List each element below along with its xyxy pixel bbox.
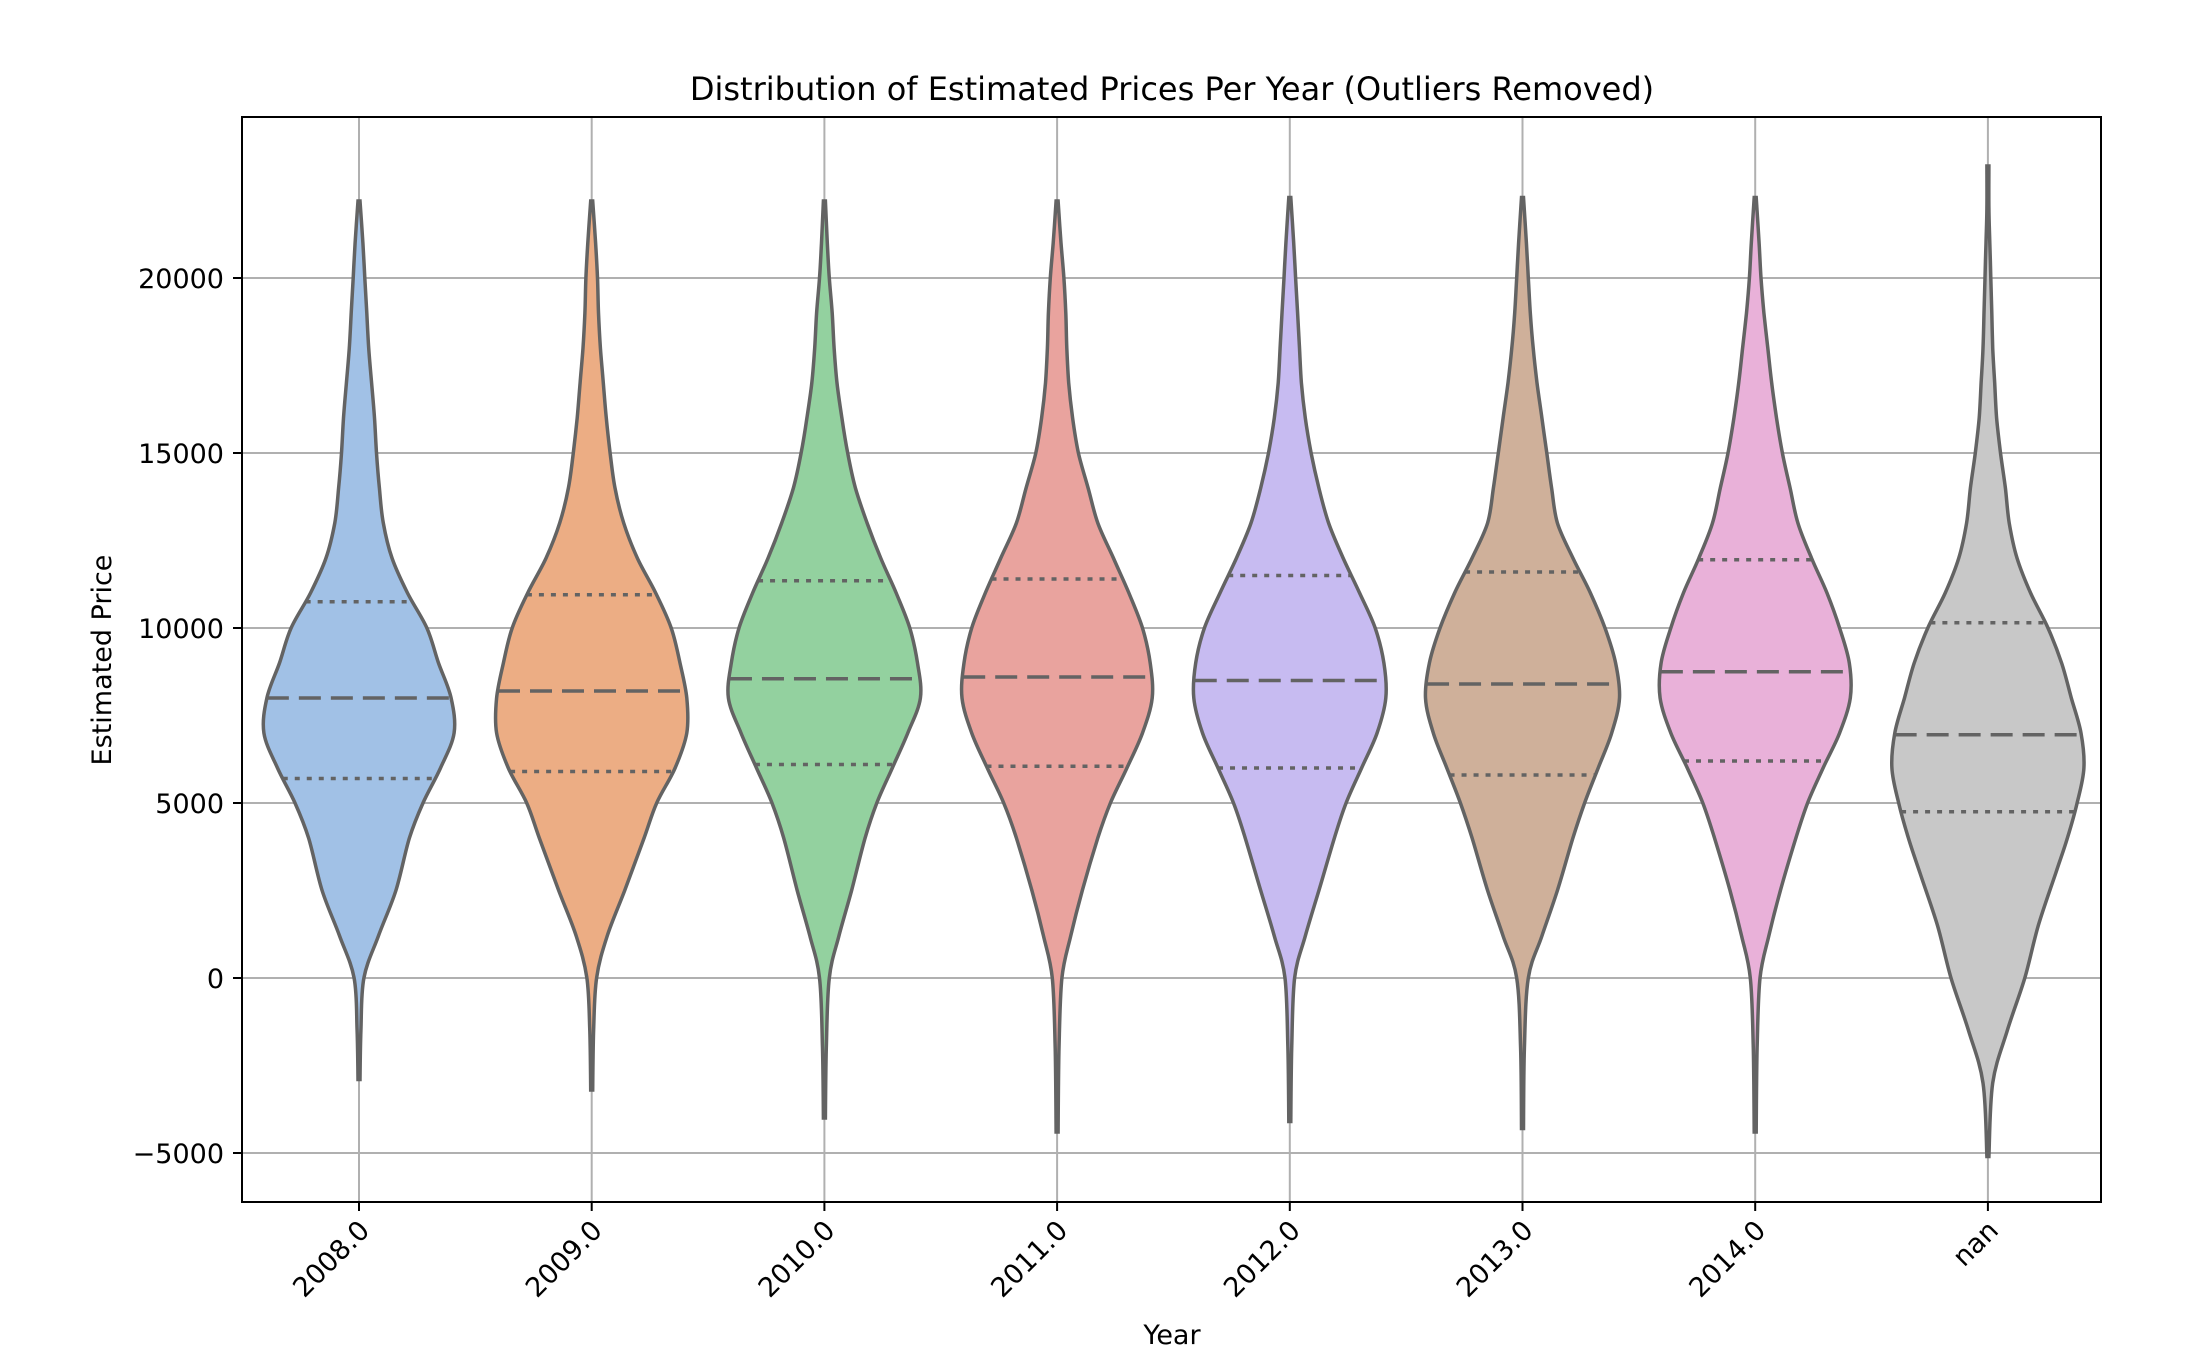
violin-2011.0 — [959, 199, 1155, 1134]
violin-nan — [1889, 164, 2086, 1159]
x-axis-title: Year — [1142, 1320, 1201, 1351]
y-axis-title: Estimated Price — [87, 555, 118, 766]
plot-frame — [241, 116, 2102, 1203]
y-tick-label: 20000 — [138, 264, 224, 295]
violin-2013.0 — [1423, 195, 1622, 1131]
y-tick-label: 10000 — [138, 614, 224, 645]
violin-2010.0 — [726, 199, 923, 1120]
y-tick-label: 15000 — [138, 439, 224, 470]
violin-2008.0 — [261, 199, 457, 1082]
y-tick-label: −5000 — [133, 1139, 224, 1170]
violin-2014.0 — [1657, 195, 1853, 1134]
violin-2009.0 — [493, 199, 690, 1092]
chart-title: Distribution of Estimated Prices Per Yea… — [690, 70, 1654, 108]
violins — [261, 164, 2086, 1159]
y-tick-label: 0 — [207, 964, 224, 995]
violin-2012.0 — [1191, 195, 1389, 1124]
y-tick-label: 5000 — [155, 789, 224, 820]
y-axis-ticks: −5000 0 5000 10000 15000 20000 — [133, 264, 242, 1170]
